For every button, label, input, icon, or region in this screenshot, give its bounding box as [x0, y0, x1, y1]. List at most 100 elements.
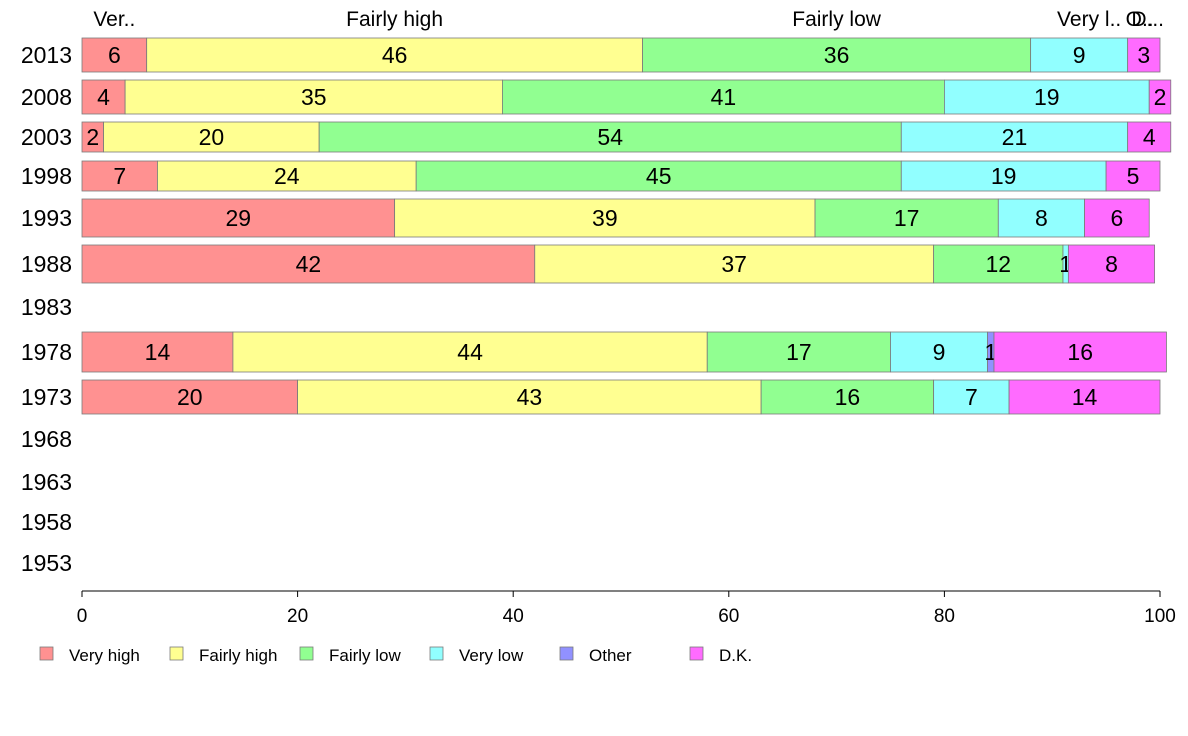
legend-label: Very high [69, 646, 140, 665]
bar-segment [502, 79, 945, 115]
data-label: 6 [1110, 205, 1123, 231]
bar-segment [814, 198, 999, 238]
bar-segment [997, 198, 1085, 238]
legend-label: D.K. [719, 646, 752, 665]
data-label: 7 [113, 163, 126, 189]
data-label: 36 [824, 42, 850, 68]
year-label: 2003 [21, 124, 72, 150]
top-label: Fairly high [346, 8, 443, 31]
year-label: 1968 [21, 426, 72, 452]
year-label: 2013 [21, 42, 72, 68]
x-tick-label: 100 [1144, 606, 1176, 627]
x-tick-label: 60 [718, 606, 739, 627]
legend-label: Fairly high [199, 646, 277, 665]
data-label: 4 [97, 84, 110, 110]
data-label: 35 [301, 84, 327, 110]
top-label: Ver.. [93, 8, 135, 31]
bar-segment [933, 379, 1010, 415]
year-label: 1988 [21, 251, 72, 277]
year-label: 1983 [21, 294, 72, 320]
legend-label: Very low [459, 646, 524, 665]
bar-segment [706, 331, 891, 373]
data-label: 45 [646, 163, 672, 189]
year-label: 1993 [21, 205, 72, 231]
bar-segment [124, 79, 503, 115]
bar-segment [415, 160, 902, 192]
bar-segment [81, 198, 396, 238]
bar-segment [993, 331, 1167, 373]
data-label: 16 [1067, 339, 1093, 365]
data-label: 3 [1137, 42, 1150, 68]
x-tick-label: 80 [934, 606, 955, 627]
bar-segment [297, 379, 762, 415]
year-label: 1978 [21, 339, 72, 365]
data-label: 6 [108, 42, 121, 68]
x-tick-label: 0 [77, 606, 88, 627]
bar-segment [1008, 379, 1161, 415]
year-label: 1998 [21, 163, 72, 189]
data-label: 9 [1073, 42, 1086, 68]
top-label: Fairly low [792, 8, 882, 31]
x-tick-label: 40 [503, 606, 524, 627]
data-label: 12 [986, 251, 1012, 277]
data-label: 8 [1035, 205, 1048, 231]
data-label: 42 [296, 251, 322, 277]
data-label: 16 [835, 384, 861, 410]
data-label: 17 [786, 339, 812, 365]
bar-segment [900, 121, 1129, 153]
bar-segment [1127, 37, 1161, 73]
bar-segment [900, 160, 1107, 192]
bar-segment [1084, 198, 1150, 238]
bar-segment [318, 121, 902, 153]
bar-segment [232, 331, 708, 373]
data-label: 54 [597, 124, 623, 150]
data-label: 43 [517, 384, 543, 410]
bar-segment [1127, 121, 1172, 153]
data-label: 29 [226, 205, 252, 231]
data-label: 46 [382, 42, 408, 68]
bar-segment [1148, 79, 1172, 115]
data-label: 20 [177, 384, 203, 410]
legend-swatch [299, 646, 314, 661]
x-tick-label: 20 [287, 606, 308, 627]
legend-swatch [169, 646, 184, 661]
top-label: Very l.. [1057, 8, 1121, 31]
bar-segment [534, 244, 935, 284]
data-label: 4 [1143, 124, 1156, 150]
bar-segment [1105, 160, 1161, 192]
bar-segment [103, 121, 320, 153]
data-label: 21 [1002, 124, 1028, 150]
bar-segment [81, 244, 536, 284]
data-label: 2 [1154, 84, 1167, 110]
bar-segment [1067, 244, 1156, 284]
top-label: O.. [1126, 8, 1154, 31]
data-label: 14 [1072, 384, 1098, 410]
bar-segment [81, 160, 158, 192]
data-label: 7 [965, 384, 978, 410]
data-label: 5 [1127, 163, 1140, 189]
data-label: 17 [894, 205, 920, 231]
year-label: 2008 [21, 84, 72, 110]
year-label: 1973 [21, 384, 72, 410]
legend-label: Other [589, 646, 632, 665]
bar-segment [944, 79, 1150, 115]
data-label: 8 [1105, 251, 1118, 277]
bar-segment [146, 37, 643, 73]
bar-segment [81, 79, 126, 115]
data-label: 39 [592, 205, 618, 231]
data-label: 37 [721, 251, 747, 277]
bar-segment [890, 331, 988, 373]
year-label: 1963 [21, 469, 72, 495]
legend-swatch [559, 646, 574, 661]
data-label: 9 [933, 339, 946, 365]
legend-label: Fairly low [329, 646, 402, 665]
year-label: 1958 [21, 509, 72, 535]
legend-swatch [689, 646, 704, 661]
data-label: 2 [86, 124, 99, 150]
data-label: 19 [991, 163, 1017, 189]
top-label: D... [1131, 8, 1164, 31]
legend-swatch [39, 646, 54, 661]
legend-swatch [429, 646, 444, 661]
data-label: 19 [1034, 84, 1060, 110]
